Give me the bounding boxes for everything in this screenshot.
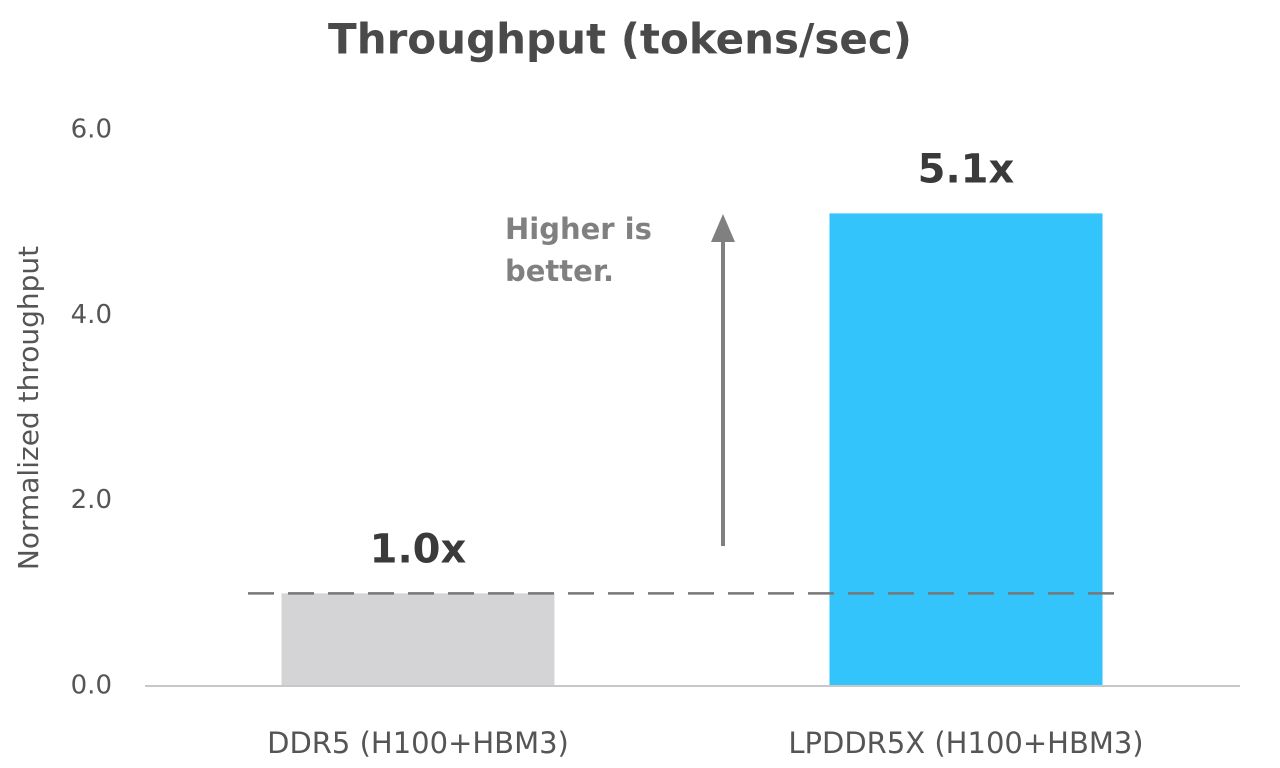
y-tick-label: 4.0 xyxy=(71,300,112,330)
bar xyxy=(829,213,1103,686)
arrow-head xyxy=(711,214,735,242)
chart-title: Throughput (tokens/sec) xyxy=(328,15,912,64)
x-tick-label: LPDDR5X (H100+HBM3) xyxy=(788,726,1143,760)
annotation: Higher is better. xyxy=(505,212,652,288)
value-label: 1.0x xyxy=(370,526,467,572)
y-tick-label: 2.0 xyxy=(71,485,112,515)
y-tick-label: 6.0 xyxy=(71,115,112,145)
y-tick-label: 0.0 xyxy=(71,671,112,701)
x-tick-label: DDR5 (H100+HBM3) xyxy=(267,726,569,760)
value-label: 5.1x xyxy=(918,146,1015,192)
bar xyxy=(281,593,555,686)
y-axis-label: Normalized throughput xyxy=(12,246,45,570)
